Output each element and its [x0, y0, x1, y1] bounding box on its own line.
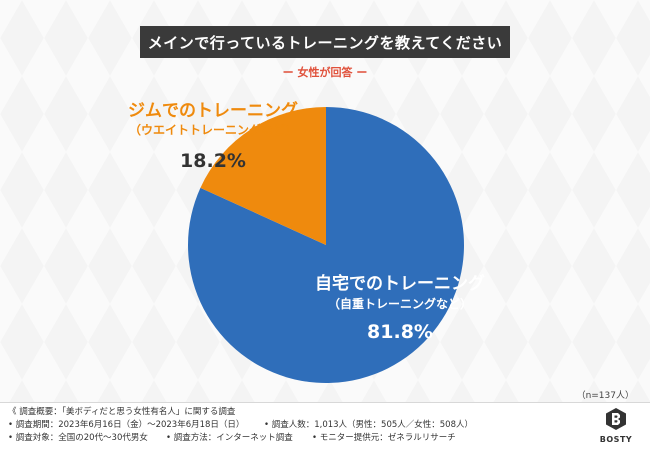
- footer-survey-method: • 調査方法：インターネット調査: [166, 433, 293, 443]
- slice-value-home: 81.8%: [367, 321, 433, 343]
- sample-size-label: （n=137人）: [576, 391, 634, 401]
- bosty-logo-text: BOSTY: [599, 435, 633, 444]
- pie-slice-gym-training: [200, 106, 326, 245]
- slice-value-gym: 18.2%: [180, 150, 246, 172]
- chart-subtitle: ー 女性が回答 ー: [282, 66, 368, 79]
- footer-survey-summary: 《 調査概要：「美ボディだと思う女性有名人」に関する調査: [8, 407, 236, 417]
- footer-survey-count: • 調査人数：1,013人（男性：505人／女性：508人）: [264, 420, 473, 430]
- slice-label-gym: ジムでのトレーニング: [128, 100, 298, 121]
- chart-title: メインで行っているトレーニングを教えてください: [140, 26, 510, 58]
- footer-survey-period: • 調査期間：2023年6月16日（金）〜2023年6月18日（日）: [8, 420, 245, 430]
- bosty-logo-icon: [606, 408, 626, 430]
- slice-label-home: 自宅でのトレーニング: [315, 273, 485, 294]
- survey-footer: [0, 402, 650, 451]
- slice-sublabel-gym: （ウエイトトレーニングなど）: [129, 122, 297, 137]
- footer-monitor-provider: • モニター提供元：ゼネラルリサーチ: [312, 433, 456, 443]
- slice-sublabel-home: （自重トレーニングなど）: [328, 296, 472, 311]
- pie-chart: 自宅でのトレーニング （自重トレーニングなど） 81.8% ジムでのトレーニング（ウエ…: [128, 100, 485, 383]
- bosty-logo: BOSTY: [594, 407, 638, 444]
- footer-survey-target: • 調査対象：全国の20代〜30代男女: [8, 433, 148, 443]
